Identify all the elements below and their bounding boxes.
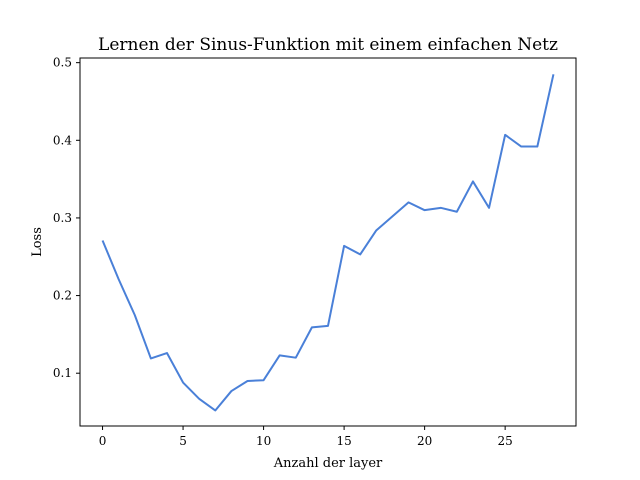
x-tick-label: 0 [99,434,107,448]
chart-title: Lernen der Sinus-Funktion mit einem einf… [98,35,558,55]
y-tick-label: 0.1 [53,366,72,380]
y-tick-label: 0.5 [53,56,72,70]
x-tick-label: 5 [179,434,187,448]
x-axis: 0 5 10 15 20 25 [99,426,513,448]
series-layer [101,74,555,412]
y-axis: 0.1 0.2 0.3 0.4 0.5 [53,56,80,380]
x-tick-label: 10 [256,434,271,448]
x-axis-label: Anzahl der layer [273,456,383,471]
x-tick-label: 25 [498,434,513,448]
x-tick-label: 20 [417,434,432,448]
x-tick-label: 15 [336,434,351,448]
y-axis-label: Loss [30,227,45,257]
y-tick-label: 0.2 [53,289,72,303]
y-tick-label: 0.4 [53,133,72,147]
y-tick-label: 0.3 [53,211,72,225]
loss-line [101,74,555,412]
plot-area-frame [79,57,577,427]
